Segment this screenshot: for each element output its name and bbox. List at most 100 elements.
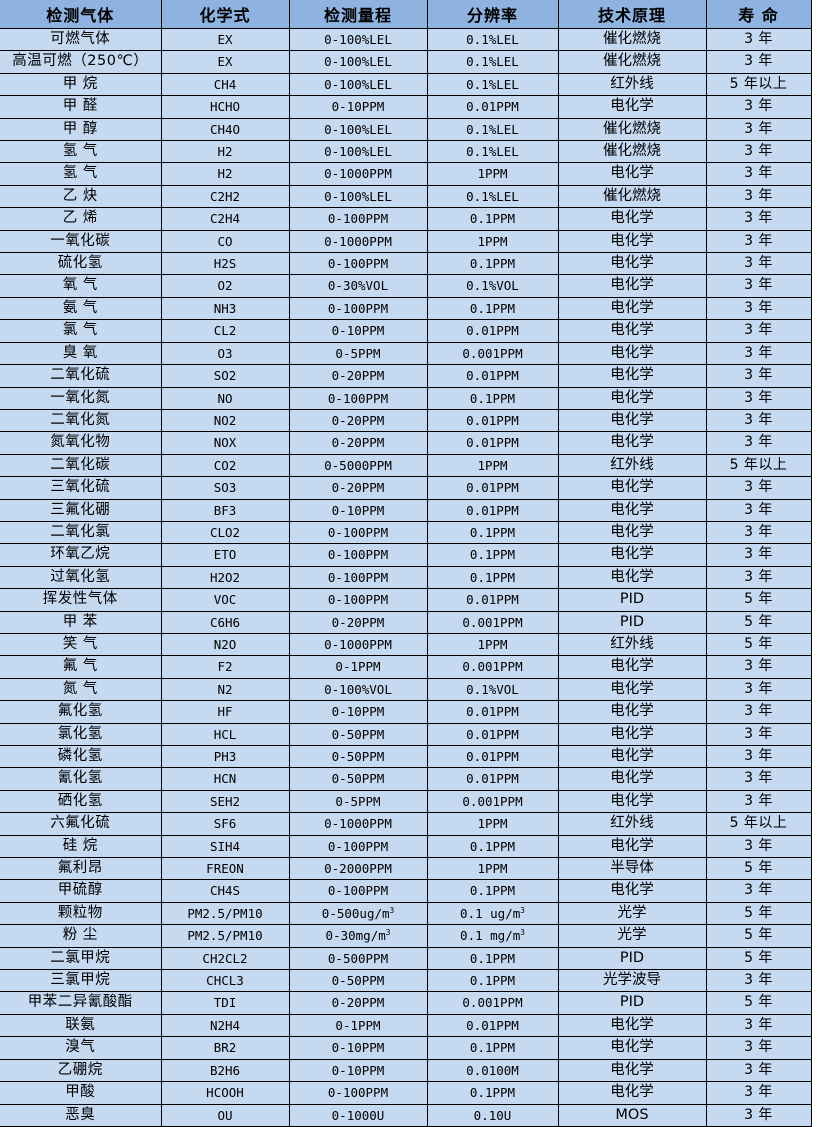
- cell-range: 0-30mg/m3: [289, 924, 428, 948]
- cell-form: CH2CL2: [161, 946, 290, 971]
- cell-form: BR2: [161, 1036, 290, 1060]
- table-row: 甲酸 HCOOH 0-100PPM 0.1PPM 电化学 3 年: [0, 1081, 812, 1105]
- cell-res: 0.1 ug/m3: [427, 901, 559, 926]
- cell-res: 1PPM: [427, 229, 559, 254]
- cell-form: CL2: [161, 319, 290, 343]
- cell-res: 0.1%LEL: [427, 72, 559, 97]
- cell-gas: 一氧化碳: [0, 229, 162, 254]
- cell-gas: 磷化氢: [0, 744, 162, 769]
- cell-range: 0-100PPM: [289, 588, 428, 612]
- cell-form: O3: [161, 341, 290, 366]
- cell-tech: PID: [558, 946, 707, 971]
- cell-res: 0.01PPM: [427, 588, 559, 612]
- cell-tech: 电化学: [558, 386, 707, 410]
- cell-tech: 光学: [558, 924, 707, 948]
- cell-range: 0-20PPM: [289, 991, 428, 1015]
- cell-form: SEH2: [161, 789, 290, 814]
- cell-form: ETO: [161, 543, 290, 567]
- cell-tech: 电化学: [558, 520, 707, 545]
- cell-res: 0.01PPM: [427, 700, 559, 724]
- cell-gas: 乙 烯: [0, 207, 162, 231]
- cell-gas: 氯 气: [0, 319, 162, 343]
- cell-gas: 乙硼烷: [0, 1058, 162, 1083]
- cell-range: 0-30%VOL: [289, 274, 428, 298]
- cell-life: 5 年: [706, 991, 812, 1015]
- table-row: 磷化氢 PH3 0-50PPM 0.01PPM 电化学 3 年: [0, 744, 812, 769]
- cell-life: 3 年: [706, 296, 812, 321]
- cell-form: SO3: [161, 476, 290, 500]
- cell-tech: PID: [558, 588, 707, 612]
- cell-tech: 催化燃烧: [558, 117, 707, 142]
- cell-gas: 挥发性气体: [0, 588, 162, 612]
- cell-life: 3 年: [706, 1058, 812, 1083]
- cell-form: PM2.5/PM10: [161, 901, 290, 926]
- cell-form: O2: [161, 274, 290, 298]
- cell-res: 0.1%LEL: [427, 117, 559, 142]
- cell-range: 0-10PPM: [289, 1058, 428, 1083]
- cell-res: 1PPM: [427, 857, 559, 881]
- cell-res: 0.01PPM: [427, 722, 559, 747]
- cell-gas: 三氟化硼: [0, 498, 162, 522]
- table-row: 甲 苯 C6H6 0-20PPM 0.001PPM PID 5 年: [0, 610, 812, 634]
- cell-res: 0.01PPM: [427, 767, 559, 791]
- cell-life: 3 年: [706, 498, 812, 522]
- table-row: 三氟化硼 BF3 0-10PPM 0.01PPM 电化学 3 年: [0, 498, 812, 522]
- cell-form: HCN: [161, 767, 290, 791]
- cell-res: 0.01PPM: [427, 498, 559, 522]
- cell-res: 1PPM: [427, 632, 559, 657]
- cell-life: 3 年: [706, 1103, 812, 1127]
- cell-res: 0.01PPM: [427, 408, 559, 433]
- cell-life: 3 年: [706, 319, 812, 343]
- cell-res: 0.01PPM: [427, 1013, 559, 1038]
- column-header-resolution: 分辨率: [427, 0, 559, 29]
- table-row: 氟利昂 FREON 0-2000PPM 1PPM 半导体 5 年: [0, 857, 812, 881]
- cell-life: 3 年: [706, 700, 812, 724]
- cell-res: 0.01PPM: [427, 95, 559, 119]
- cell-res: 0.1%VOL: [427, 677, 559, 702]
- cell-form: CH4: [161, 72, 290, 97]
- cell-tech: 催化燃烧: [558, 27, 707, 52]
- table-row: 氰化氢 HCN 0-50PPM 0.01PPM 电化学 3 年: [0, 767, 812, 791]
- table-row: 甲 醛 HCHO 0-10PPM 0.01PPM 电化学 3 年: [0, 95, 812, 119]
- cell-gas: 甲 醛: [0, 95, 162, 119]
- cell-gas: 氨 气: [0, 296, 162, 321]
- cell-life: 3 年: [706, 767, 812, 791]
- cell-range: 0-1PPM: [289, 1013, 428, 1038]
- cell-form: CHCL3: [161, 969, 290, 993]
- cell-range: 0-50PPM: [289, 969, 428, 993]
- cell-range: 0-1000PPM: [289, 632, 428, 657]
- cell-form: NO2: [161, 408, 290, 433]
- cell-gas: 二氧化氮: [0, 408, 162, 433]
- cell-form: B2H6: [161, 1058, 290, 1083]
- cell-tech: PID: [558, 610, 707, 634]
- cell-range: 0-500PPM: [289, 946, 428, 971]
- cell-gas: 一氧化氮: [0, 386, 162, 410]
- cell-res: 0.1%LEL: [427, 27, 559, 52]
- table-row: 硫化氢 H2S 0-100PPM 0.1PPM 电化学 3 年: [0, 252, 812, 276]
- table-row: 氯化氢 HCL 0-50PPM 0.01PPM 电化学 3 年: [0, 722, 812, 747]
- cell-tech: 电化学: [558, 1058, 707, 1083]
- cell-range: 0-100PPM: [289, 879, 428, 903]
- table-row: 溴气 BR2 0-10PPM 0.1PPM 电化学 3 年: [0, 1036, 812, 1060]
- cell-gas: 三氧化硫: [0, 476, 162, 500]
- cell-range: 0-100PPM: [289, 386, 428, 410]
- cell-res: 0.1PPM: [427, 879, 559, 903]
- cell-gas: 氯化氢: [0, 722, 162, 747]
- cell-form: F2: [161, 655, 290, 679]
- table-row: 一氧化氮 NO 0-100PPM 0.1PPM 电化学 3 年: [0, 386, 812, 410]
- cell-gas: 氢 气: [0, 140, 162, 164]
- table-row: 二氧化氮 NO2 0-20PPM 0.01PPM 电化学 3 年: [0, 408, 812, 433]
- cell-life: 3 年: [706, 408, 812, 433]
- cell-res: 0.001PPM: [427, 655, 559, 679]
- column-header-technology: 技术原理: [558, 0, 707, 29]
- cell-gas: 硫化氢: [0, 252, 162, 276]
- table-row: 可燃气体 EX 0-100%LEL 0.1%LEL 催化燃烧 3 年: [0, 27, 812, 52]
- cell-form: TDI: [161, 991, 290, 1015]
- cell-tech: 催化燃烧: [558, 140, 707, 164]
- cell-gas: 氢 气: [0, 162, 162, 186]
- cell-res: 0.01PPM: [427, 476, 559, 500]
- cell-form: C2H2: [161, 184, 290, 209]
- column-header-formula: 化学式: [161, 0, 290, 29]
- cell-life: 5 年: [706, 610, 812, 634]
- cell-range: 0-100PPM: [289, 834, 428, 859]
